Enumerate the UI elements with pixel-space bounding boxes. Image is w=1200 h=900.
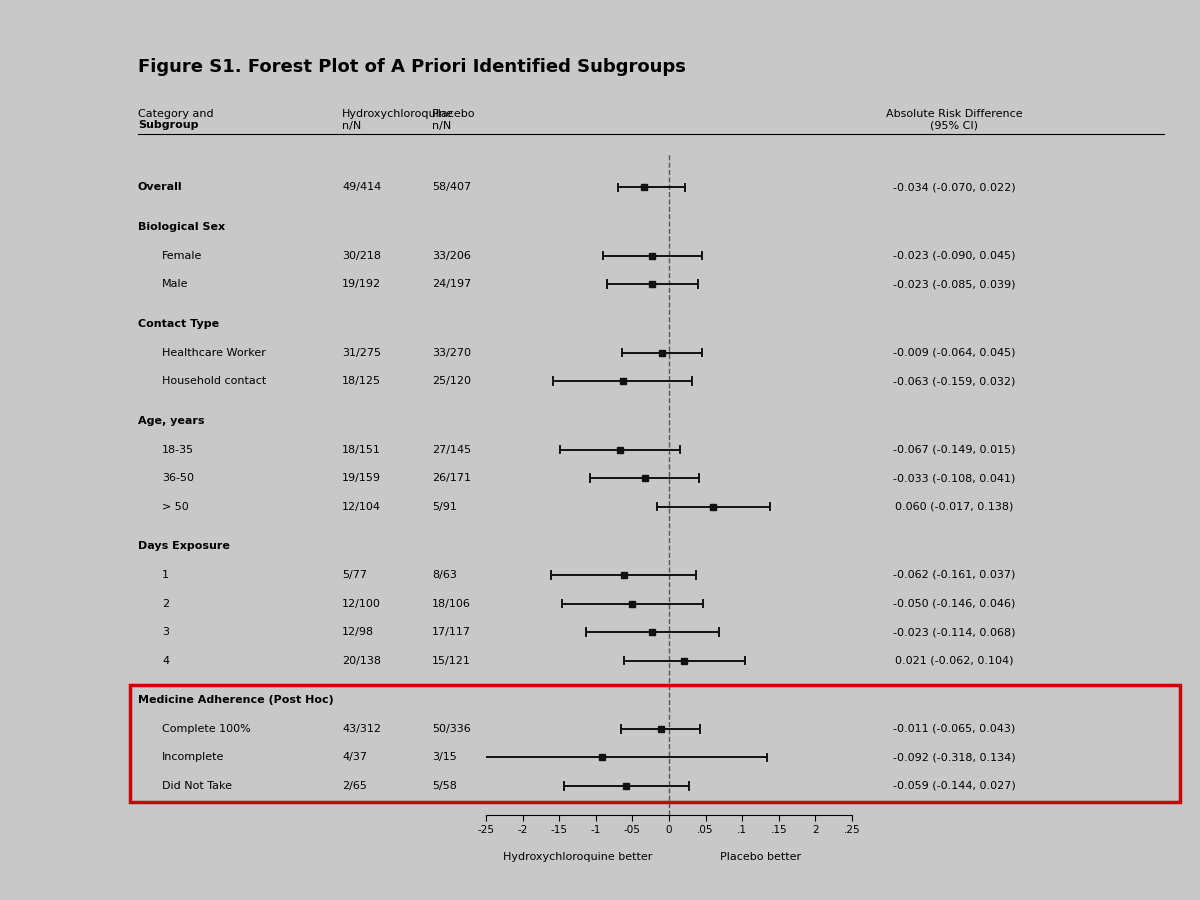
Text: Hydroxychloroquine: Hydroxychloroquine: [342, 109, 454, 119]
Text: -0.009 (-0.064, 0.045): -0.009 (-0.064, 0.045): [893, 347, 1015, 357]
Text: 3/15: 3/15: [432, 752, 457, 762]
Text: Placebo: Placebo: [432, 109, 475, 119]
Text: Female: Female: [162, 250, 203, 261]
Text: -0.067 (-0.149, 0.015): -0.067 (-0.149, 0.015): [893, 445, 1015, 455]
Text: 3: 3: [162, 627, 169, 637]
Text: Subgroup: Subgroup: [138, 121, 198, 130]
Text: 17/117: 17/117: [432, 627, 470, 637]
Text: -0.023 (-0.085, 0.039): -0.023 (-0.085, 0.039): [893, 279, 1015, 289]
Text: 5/91: 5/91: [432, 501, 457, 511]
Text: Male: Male: [162, 279, 188, 289]
Text: Absolute Risk Difference: Absolute Risk Difference: [886, 109, 1022, 119]
Text: 12/100: 12/100: [342, 598, 380, 608]
Text: Days Exposure: Days Exposure: [138, 542, 230, 552]
Text: 36-50: 36-50: [162, 473, 194, 483]
Text: -0.011 (-0.065, 0.043): -0.011 (-0.065, 0.043): [893, 724, 1015, 734]
Text: Incomplete: Incomplete: [162, 752, 224, 762]
Text: 24/197: 24/197: [432, 279, 472, 289]
Text: 30/218: 30/218: [342, 250, 380, 261]
Text: 27/145: 27/145: [432, 445, 472, 455]
Text: 2: 2: [162, 598, 169, 608]
Text: 20/138: 20/138: [342, 655, 380, 665]
Text: 25/120: 25/120: [432, 376, 470, 386]
Text: Figure S1. Forest Plot of A Priori Identified Subgroups: Figure S1. Forest Plot of A Priori Ident…: [138, 58, 686, 76]
Text: -0.063 (-0.159, 0.032): -0.063 (-0.159, 0.032): [893, 376, 1015, 386]
Text: 18/106: 18/106: [432, 598, 470, 608]
Text: Medicine Adherence (Post Hoc): Medicine Adherence (Post Hoc): [138, 696, 334, 706]
Text: 43/312: 43/312: [342, 724, 380, 734]
Text: 2/65: 2/65: [342, 781, 367, 791]
Text: 4/37: 4/37: [342, 752, 367, 762]
Text: -0.023 (-0.114, 0.068): -0.023 (-0.114, 0.068): [893, 627, 1015, 637]
Text: 19/159: 19/159: [342, 473, 380, 483]
Text: 49/414: 49/414: [342, 182, 382, 193]
Text: n/N: n/N: [342, 121, 361, 130]
Text: Did Not Take: Did Not Take: [162, 781, 232, 791]
Text: 33/206: 33/206: [432, 250, 470, 261]
Text: 58/407: 58/407: [432, 182, 472, 193]
Text: (95% CI): (95% CI): [930, 121, 978, 130]
Text: Healthcare Worker: Healthcare Worker: [162, 347, 266, 357]
Text: 1: 1: [162, 570, 169, 580]
Text: 8/63: 8/63: [432, 570, 457, 580]
Text: Overall: Overall: [138, 182, 182, 193]
Text: -0.050 (-0.146, 0.046): -0.050 (-0.146, 0.046): [893, 598, 1015, 608]
Text: -0.034 (-0.070, 0.022): -0.034 (-0.070, 0.022): [893, 182, 1015, 193]
Text: 0.060 (-0.017, 0.138): 0.060 (-0.017, 0.138): [895, 501, 1013, 511]
Text: 31/275: 31/275: [342, 347, 380, 357]
Text: 12/98: 12/98: [342, 627, 374, 637]
Text: 12/104: 12/104: [342, 501, 380, 511]
Text: 26/171: 26/171: [432, 473, 470, 483]
Text: -0.023 (-0.090, 0.045): -0.023 (-0.090, 0.045): [893, 250, 1015, 261]
Text: 18/151: 18/151: [342, 445, 380, 455]
Text: Household contact: Household contact: [162, 376, 266, 386]
Text: 4: 4: [162, 655, 169, 665]
Text: > 50: > 50: [162, 501, 188, 511]
Text: 5/58: 5/58: [432, 781, 457, 791]
Text: -0.033 (-0.108, 0.041): -0.033 (-0.108, 0.041): [893, 473, 1015, 483]
Text: 50/336: 50/336: [432, 724, 470, 734]
Text: Contact Type: Contact Type: [138, 320, 220, 329]
Text: 19/192: 19/192: [342, 279, 382, 289]
Text: 15/121: 15/121: [432, 655, 470, 665]
Text: 0.021 (-0.062, 0.104): 0.021 (-0.062, 0.104): [895, 655, 1013, 665]
Text: 5/77: 5/77: [342, 570, 367, 580]
Text: -0.092 (-0.318, 0.134): -0.092 (-0.318, 0.134): [893, 752, 1015, 762]
Text: Placebo better: Placebo better: [720, 852, 802, 862]
Text: 18-35: 18-35: [162, 445, 194, 455]
Text: Biological Sex: Biological Sex: [138, 222, 226, 232]
Text: Age, years: Age, years: [138, 416, 204, 426]
Text: 18/125: 18/125: [342, 376, 380, 386]
Text: n/N: n/N: [432, 121, 451, 130]
Text: Complete 100%: Complete 100%: [162, 724, 251, 734]
Text: -0.059 (-0.144, 0.027): -0.059 (-0.144, 0.027): [893, 781, 1015, 791]
Text: Category and: Category and: [138, 109, 214, 119]
Text: -0.062 (-0.161, 0.037): -0.062 (-0.161, 0.037): [893, 570, 1015, 580]
Text: 33/270: 33/270: [432, 347, 470, 357]
Text: Hydroxychloroquine better: Hydroxychloroquine better: [503, 852, 652, 862]
